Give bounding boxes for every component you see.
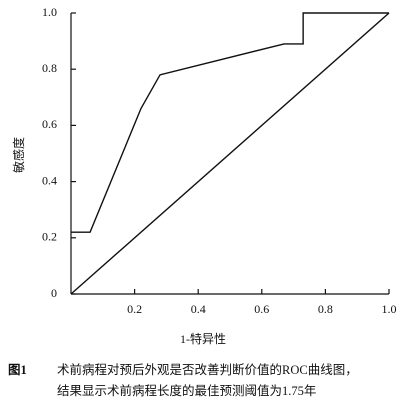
- caption-line: 术前病程对预后外观是否改善判断价值的ROC曲线图，: [57, 362, 358, 377]
- x-tick-label: 0.8: [318, 302, 333, 316]
- y-tick-label: 1.0: [42, 5, 57, 19]
- caption-line: 结果显示术前病程长度的最佳预测阈值为1.75年: [57, 383, 316, 398]
- x-axis-label: 1-特异性: [180, 331, 226, 346]
- x-tick-label: 0.6: [254, 302, 269, 316]
- roc-line: [70, 12, 390, 295]
- x-tick-label: 0.4: [191, 302, 206, 316]
- y-tick-label: 0.2: [42, 230, 57, 244]
- y-tick-label: 0: [51, 286, 57, 300]
- caption-label: 图1: [8, 363, 27, 377]
- y-tick-label: 0.6: [42, 117, 57, 131]
- y-tick-label: 0.4: [42, 173, 57, 187]
- x-tick-label: 1.0: [382, 302, 397, 316]
- roc-line: [71, 12, 389, 233]
- y-axis-label: 敏感度: [11, 137, 26, 173]
- y-tick-label: 0.8: [42, 61, 57, 75]
- x-tick-label: 0.2: [127, 302, 142, 316]
